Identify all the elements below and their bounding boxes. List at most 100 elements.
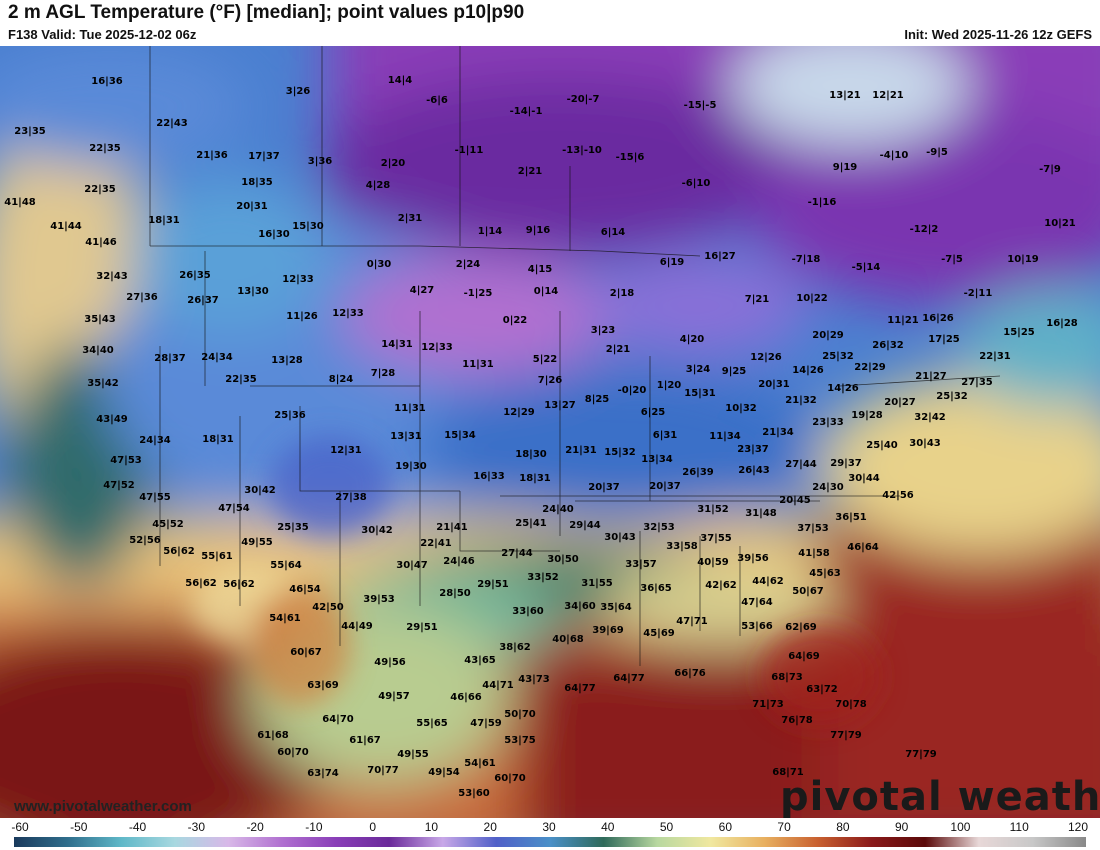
- point-value-label: 3|26: [285, 86, 311, 97]
- point-value-label: 23|35: [14, 126, 46, 137]
- point-value-label: 6|19: [659, 257, 685, 268]
- point-value-label: 53|60: [458, 788, 490, 799]
- point-value-label: 30|43: [604, 532, 636, 543]
- point-value-label: -5|14: [851, 262, 881, 273]
- point-value-label: 38|62: [499, 642, 531, 653]
- colorbar-tick-label: 100: [950, 820, 971, 834]
- point-value-label: 29|51: [406, 622, 438, 633]
- temperature-field: [0, 46, 1100, 818]
- point-value-label: 40|68: [552, 634, 584, 645]
- point-value-label: 77|79: [830, 730, 862, 741]
- point-value-label: 50|70: [504, 709, 536, 720]
- point-value-label: 7|28: [370, 368, 396, 379]
- point-value-label: 39|69: [592, 625, 624, 636]
- brand-logo: pivotal weather: [780, 774, 1100, 818]
- point-value-label: 30|47: [396, 560, 428, 571]
- point-value-label: 16|30: [258, 229, 290, 240]
- colorbar-tick-label: 60: [718, 820, 733, 834]
- point-value-label: 35|42: [87, 378, 119, 389]
- point-value-label: -20|-7: [566, 94, 600, 105]
- colorbar-tick-label: 40: [601, 820, 615, 834]
- point-value-label: 26|37: [187, 295, 219, 306]
- point-value-label: 29|37: [830, 458, 862, 469]
- point-value-label: 22|35: [225, 374, 257, 385]
- point-value-label: 0|30: [366, 259, 392, 270]
- point-value-label: 24|40: [542, 504, 574, 515]
- point-value-label: 12|33: [421, 342, 453, 353]
- point-value-label: 12|21: [872, 90, 904, 101]
- point-value-label: 47|59: [470, 718, 502, 729]
- colorbar-tick-label: 30: [542, 820, 556, 834]
- point-value-label: 0|22: [502, 315, 528, 326]
- point-value-label: 10|19: [1007, 254, 1039, 265]
- point-value-label: 13|31: [390, 431, 422, 442]
- point-value-label: 16|28: [1046, 318, 1078, 329]
- point-value-label: 56|62: [223, 579, 255, 590]
- point-value-label: 41|44: [50, 221, 82, 232]
- point-value-label: 17|25: [928, 334, 960, 345]
- point-value-label: 25|35: [277, 522, 309, 533]
- point-value-label: 8|25: [584, 394, 610, 405]
- temperature-map: 16|36 3|26 14|4 -6|6 -20|-7 -15|-5 13|21 12|21 -…: [0, 46, 1100, 818]
- point-value-label: 31|52: [697, 504, 729, 515]
- point-value-label: 10|21: [1044, 218, 1076, 229]
- point-value-label: 62|69: [785, 622, 817, 633]
- point-value-label: 25|40: [866, 440, 898, 451]
- point-value-label: -4|10: [879, 150, 909, 161]
- point-value-label: 15|34: [444, 430, 476, 441]
- point-value-label: 22|31: [979, 351, 1011, 362]
- point-value-label: 27|36: [126, 292, 158, 303]
- point-value-label: 20|29: [812, 330, 844, 341]
- point-value-label: 34|40: [82, 345, 114, 356]
- point-value-label: 3|23: [590, 325, 616, 336]
- point-value-label: 39|53: [363, 594, 395, 605]
- point-value-label: 70|78: [835, 699, 867, 710]
- point-value-label: 64|77: [564, 683, 596, 694]
- point-value-label: 12|26: [750, 352, 782, 363]
- point-value-label: 11|26: [286, 311, 318, 322]
- point-value-label: 25|36: [274, 410, 306, 421]
- point-value-label: 60|67: [290, 647, 322, 658]
- point-value-label: 49|57: [378, 691, 410, 702]
- point-value-label: 30|50: [547, 554, 579, 565]
- point-value-label: 44|49: [341, 621, 373, 632]
- point-value-label: 11|21: [887, 315, 919, 326]
- colorbar-tick-label: 20: [483, 820, 497, 834]
- point-value-label: 12|33: [332, 308, 364, 319]
- point-value-label: 60|70: [277, 747, 309, 758]
- point-value-label: 11|34: [709, 431, 741, 442]
- point-value-label: 4|15: [527, 264, 553, 275]
- point-value-label: -2|11: [963, 288, 993, 299]
- point-value-label: 39|56: [737, 553, 769, 564]
- point-value-label: 8|24: [328, 374, 354, 385]
- point-value-label: 2|18: [609, 288, 635, 299]
- point-value-label: 27|38: [335, 492, 367, 503]
- point-value-label: 46|54: [289, 584, 321, 595]
- point-value-label: 45|52: [152, 519, 184, 530]
- point-value-label: 15|31: [684, 388, 716, 399]
- point-value-label: -1|25: [463, 288, 493, 299]
- init-time: Init: Wed 2025-11-26 12z GEFS: [904, 27, 1092, 42]
- point-value-label: 4|20: [679, 334, 705, 345]
- point-value-label: 5|22: [532, 354, 558, 365]
- point-value-label: 77|79: [905, 749, 937, 760]
- point-value-label: 22|35: [84, 184, 116, 195]
- point-value-label: 45|69: [643, 628, 675, 639]
- point-value-label: 16|26: [922, 313, 954, 324]
- point-value-label: 22|35: [89, 143, 121, 154]
- point-value-label: 6|14: [600, 227, 626, 238]
- point-value-label: 64|69: [788, 651, 820, 662]
- header: 2 m AGL Temperature (°F) [median]; point…: [0, 0, 1100, 46]
- point-value-label: 2|21: [517, 166, 543, 177]
- point-value-label: 42|56: [882, 490, 914, 501]
- point-value-label: 24|30: [812, 482, 844, 493]
- point-value-label: 14|4: [387, 75, 413, 86]
- point-value-label: 24|46: [443, 556, 475, 567]
- point-value-label: 21|32: [785, 395, 817, 406]
- colorbar-tick-label: 50: [659, 820, 674, 834]
- point-value-label: 30|42: [244, 485, 276, 496]
- point-value-label: 31|48: [745, 508, 777, 519]
- point-value-label: 26|43: [738, 465, 770, 476]
- point-value-label: 46|66: [450, 692, 482, 703]
- point-value-label: 50|67: [792, 586, 824, 597]
